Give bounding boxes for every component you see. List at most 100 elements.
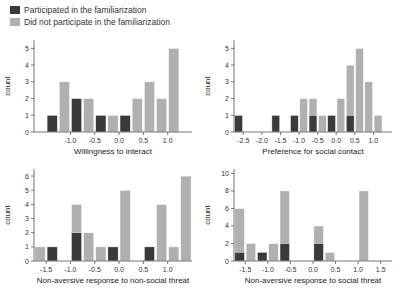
- y-tick: [31, 98, 34, 99]
- bar: [71, 204, 81, 261]
- y-tick: [31, 132, 34, 133]
- bar: [181, 176, 191, 261]
- figure: Participated in the familiarizationDid n…: [0, 0, 400, 293]
- x-tick: [119, 261, 120, 264]
- x-axis-label: Non-aversive response to non-social thre…: [37, 276, 190, 285]
- bar: [84, 233, 94, 261]
- bar: [96, 247, 106, 261]
- y-axis-label: count: [3, 75, 12, 95]
- x-axis-label: Preference for social contact: [262, 147, 364, 156]
- y-tick: [31, 246, 34, 247]
- x-tick: [70, 132, 71, 135]
- x-tick: [380, 261, 381, 264]
- y-tick-label: 10: [221, 170, 229, 177]
- y-tick: [31, 65, 34, 66]
- y-tick-label: 2: [225, 240, 229, 247]
- y-axis-line: [234, 40, 235, 132]
- y-tick: [31, 176, 34, 177]
- bar: [169, 48, 179, 132]
- x-tick-label: 0.0: [114, 266, 124, 273]
- y-tick-label: 8: [225, 187, 229, 194]
- legend-label: Participated in the familiarization: [24, 5, 147, 15]
- bar: [156, 99, 166, 132]
- y-tick: [31, 204, 34, 205]
- y-tick: [231, 115, 234, 116]
- x-tick: [335, 261, 336, 264]
- bar: [328, 115, 336, 132]
- bar: [269, 243, 279, 261]
- panel: -1.5-1.0-0.50.00.51.00123456Non-aversive…: [3, 169, 192, 285]
- x-tick-label: 1.0: [163, 137, 173, 144]
- x-axis-line: [34, 261, 192, 262]
- y-tick: [31, 190, 34, 191]
- y-tick-label: 0: [225, 258, 229, 265]
- bar: [337, 99, 345, 132]
- bar: [272, 115, 280, 132]
- y-tick: [231, 48, 234, 49]
- bars: [235, 191, 369, 261]
- bar: [280, 191, 290, 261]
- bar: [280, 243, 290, 261]
- y-axis-label: count: [203, 75, 212, 95]
- bar: [257, 252, 267, 261]
- y-tick: [231, 132, 234, 133]
- x-tick: [299, 132, 300, 135]
- x-tick-label: -2.5: [237, 137, 249, 144]
- bar: [144, 82, 154, 132]
- x-tick-label: -1.0: [262, 266, 274, 273]
- x-tick: [290, 261, 291, 264]
- y-tick: [231, 261, 234, 262]
- bar: [84, 99, 94, 132]
- y-tick-label: 0: [25, 129, 29, 136]
- bars: [35, 176, 191, 261]
- bar: [325, 252, 335, 261]
- y-tick-label: 3: [25, 78, 29, 85]
- y-tick: [231, 173, 234, 174]
- y-tick-label: 4: [25, 62, 29, 69]
- bar: [235, 208, 245, 261]
- y-tick: [31, 48, 34, 49]
- bar: [300, 99, 308, 132]
- x-tick-label: 0.5: [139, 137, 149, 144]
- bars: [235, 48, 382, 132]
- bar: [132, 99, 142, 132]
- y-tick-label: 4: [225, 222, 229, 229]
- bar: [290, 115, 298, 132]
- x-tick: [46, 261, 47, 264]
- legend: Participated in the familiarizationDid n…: [10, 5, 170, 27]
- bar: [108, 115, 118, 132]
- bar: [346, 115, 354, 132]
- x-tick-label: 1.0: [163, 266, 173, 273]
- y-tick-label: 4: [25, 201, 29, 208]
- x-tick: [373, 132, 374, 135]
- x-tick: [243, 132, 244, 135]
- x-tick: [267, 261, 268, 264]
- x-axis-label: Willingness to interact: [74, 147, 153, 156]
- bar: [365, 82, 373, 132]
- x-tick: [358, 261, 359, 264]
- y-tick: [31, 218, 34, 219]
- y-tick-label: 6: [25, 173, 29, 180]
- y-tick: [231, 190, 234, 191]
- y-tick: [31, 81, 34, 82]
- x-tick-label: -1.5: [239, 266, 251, 273]
- x-tick-label: -0.5: [312, 137, 324, 144]
- bar: [257, 252, 267, 261]
- bar: [328, 115, 336, 132]
- panel: -1.0-0.50.00.51.0012345Willingness to in…: [3, 40, 192, 156]
- y-tick-label: 0: [25, 258, 29, 265]
- y-axis-line: [234, 169, 235, 261]
- bar: [108, 247, 118, 261]
- bars: [47, 48, 179, 132]
- x-tick: [143, 132, 144, 135]
- x-tick-label: -1.0: [64, 137, 76, 144]
- bar: [318, 115, 326, 132]
- x-tick: [167, 132, 168, 135]
- x-tick-label: 0.5: [350, 137, 360, 144]
- x-axis-line: [34, 132, 192, 133]
- x-axis-label: Non-aversive response to social threat: [245, 276, 382, 285]
- x-tick: [280, 132, 281, 135]
- y-tick-label: 6: [225, 205, 229, 212]
- y-tick-label: 2: [225, 95, 229, 102]
- x-tick: [94, 132, 95, 135]
